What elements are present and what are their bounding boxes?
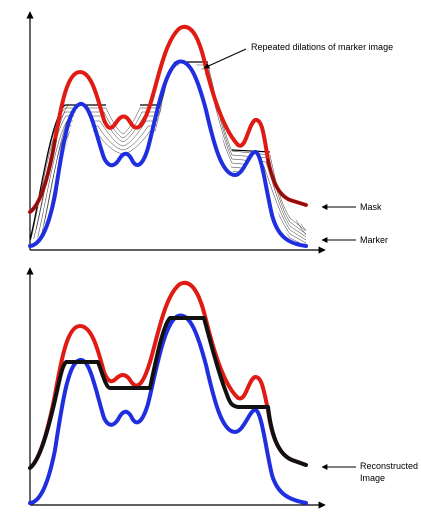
reconstructed-label-line1: Reconstructed [360, 461, 418, 471]
reconstructed-label-line2: Image [360, 473, 385, 483]
mask-curve-bottom [28, 280, 308, 470]
reconstructed-curve [28, 316, 308, 470]
marker-curve [28, 59, 308, 248]
marker-curve-bottom [28, 313, 308, 505]
mask-label: Mask [360, 202, 382, 212]
mask-curve-dark-segment [28, 138, 308, 214]
dilations-label: Repeated dilations of marker image [251, 42, 393, 52]
dilation-hatching [30, 64, 306, 246]
dilations-arrow [203, 48, 247, 69]
top-panel: Repeated dilations of marker image Mask … [26, 11, 393, 254]
bottom-panel: Reconstructed Image [26, 267, 418, 509]
marker-label: Marker [360, 235, 388, 245]
mask-curve [28, 24, 308, 214]
